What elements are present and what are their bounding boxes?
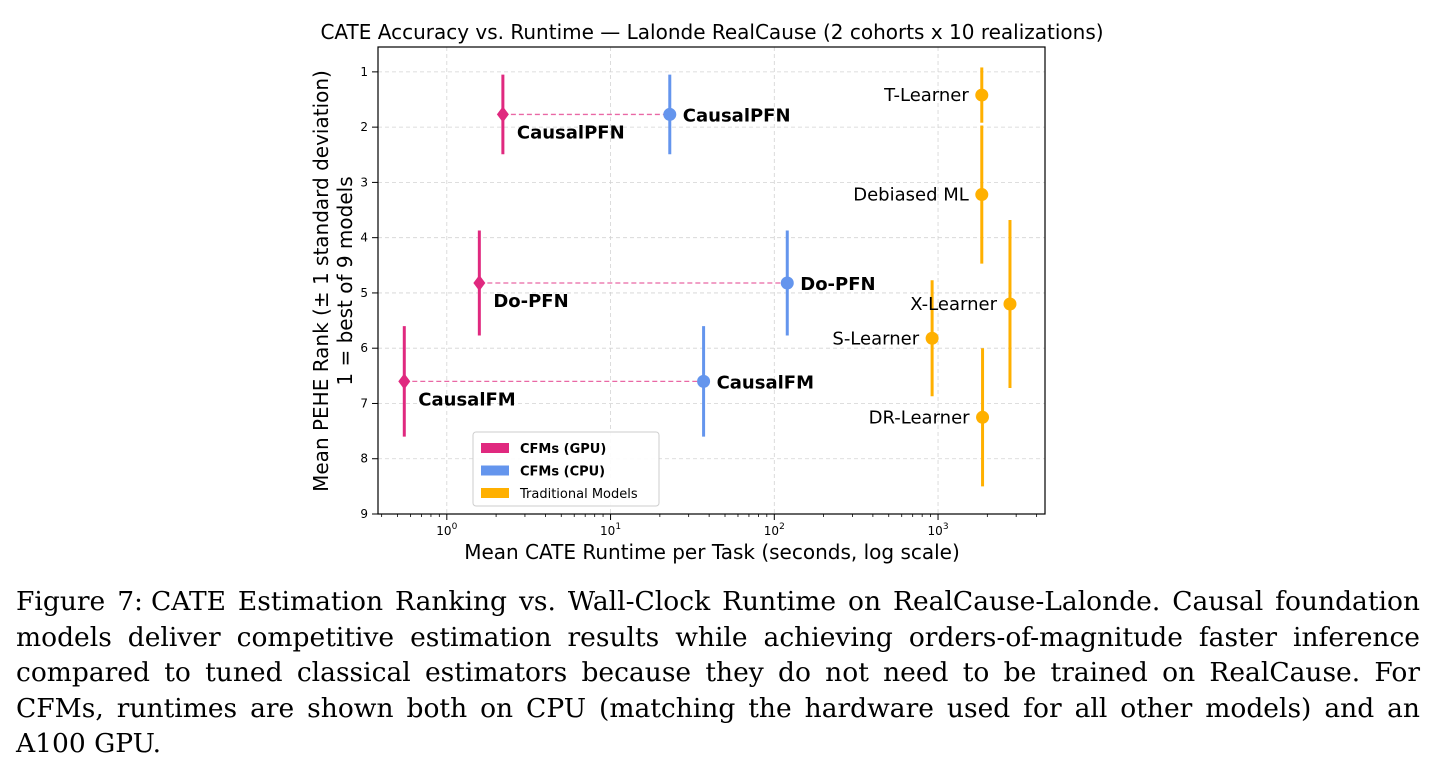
data-point-circle bbox=[975, 88, 989, 102]
y-tick-label: 2 bbox=[360, 120, 368, 134]
data-marks bbox=[398, 67, 1017, 487]
cate-accuracy-runtime-chart: CATE Accuracy vs. Runtime — Lalonde Real… bbox=[309, 20, 1104, 564]
y-axis-label-line1: Mean PEHE Rank (± 1 standard deviation) bbox=[309, 70, 333, 492]
point-label: Do-PFN bbox=[493, 291, 568, 312]
x-tick-label: 102 bbox=[764, 522, 785, 538]
y-tick-label: 8 bbox=[360, 452, 368, 466]
data-point-diamond bbox=[496, 106, 509, 123]
y-tick-label: 6 bbox=[360, 341, 368, 355]
x-ticks: 100 101 102 103 bbox=[381, 514, 1038, 538]
legend-label: Traditional Models bbox=[519, 487, 638, 502]
x-axis-label: Mean CATE Runtime per Task (seconds, log… bbox=[464, 540, 960, 564]
legend-label: CFMs (CPU) bbox=[520, 465, 605, 480]
caption-label: Figure 7: bbox=[16, 586, 143, 617]
y-tick-label: 1 bbox=[360, 65, 368, 79]
y-axis-label: Mean PEHE Rank (± 1 standard deviation) … bbox=[309, 70, 357, 492]
legend-box bbox=[472, 431, 660, 507]
figure-caption: Figure 7: CATE Estimation Ranking vs. Wal… bbox=[16, 584, 1420, 762]
data-point-circle bbox=[976, 410, 990, 424]
y-tick-label: 7 bbox=[360, 396, 368, 410]
y-tick-label: 3 bbox=[360, 175, 368, 189]
data-point-circle bbox=[975, 188, 989, 202]
point-label: CausalFM bbox=[717, 372, 814, 393]
plot-frame bbox=[377, 46, 1046, 515]
y-tick-label: 9 bbox=[360, 507, 368, 521]
data-point-circle bbox=[1003, 297, 1017, 311]
data-point-diamond bbox=[473, 274, 486, 291]
x-tick-label: 101 bbox=[600, 522, 621, 538]
legend-swatch bbox=[481, 488, 509, 498]
caption-text: CATE Estimation Ranking vs. Wall-Clock R… bbox=[16, 586, 1420, 759]
point-label: S-Learner bbox=[832, 328, 919, 349]
data-point-circle bbox=[925, 331, 939, 345]
legend-swatch bbox=[481, 465, 509, 476]
y-tick-label: 5 bbox=[360, 286, 368, 300]
point-label: T-Learner bbox=[883, 85, 969, 106]
point-label: CausalPFN bbox=[683, 105, 791, 126]
point-label: Do-PFN bbox=[800, 274, 875, 295]
point-label: X-Learner bbox=[910, 294, 997, 315]
data-point-circle bbox=[697, 374, 711, 388]
connectors bbox=[404, 113, 788, 383]
point-label: DR-Learner bbox=[869, 407, 971, 428]
legend-label: CFMs (GPU) bbox=[520, 442, 606, 457]
point-label: CausalPFN bbox=[517, 122, 625, 143]
point-label: CausalFM bbox=[418, 389, 515, 410]
y-tick-label: 4 bbox=[360, 231, 368, 245]
y-axis-label-line2: 1 = best of 9 models bbox=[333, 176, 357, 385]
data-point-diamond bbox=[398, 373, 411, 390]
y-ticks: 1 2 3 4 5 6 7 8 9 bbox=[360, 65, 378, 521]
chart-title: CATE Accuracy vs. Runtime — Lalonde Real… bbox=[320, 20, 1103, 44]
data-point-circle bbox=[663, 107, 677, 121]
legend: CFMs (GPU) CFMs (CPU) Traditional Models bbox=[472, 431, 660, 507]
x-tick-label: 103 bbox=[928, 522, 949, 538]
point-labels: CausalPFN Do-PFN CausalFM CausalPFN Do-PFN Ca… bbox=[418, 85, 997, 428]
legend-swatch bbox=[481, 443, 509, 453]
x-tick-label: 100 bbox=[436, 522, 457, 538]
point-label: Debiased ML bbox=[853, 185, 969, 206]
data-point-circle bbox=[780, 276, 794, 290]
